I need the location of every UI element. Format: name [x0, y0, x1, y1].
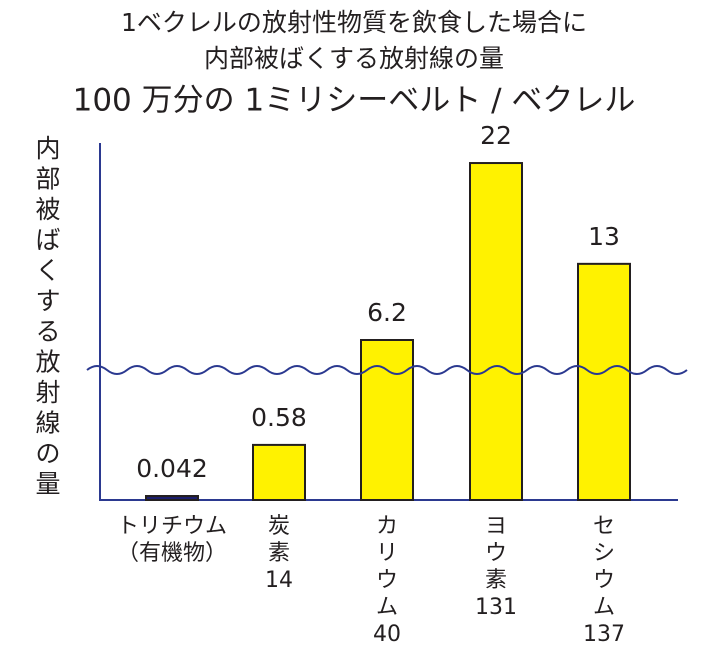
axis-break — [86, 365, 688, 375]
x-tick-label: トリチウム — [117, 514, 227, 539]
value-label: 6.2 — [367, 298, 407, 327]
x-tick-label: 137 — [583, 622, 625, 647]
bar — [145, 495, 199, 502]
x-tick-label: （有機物） — [117, 541, 227, 566]
y-axis-label: 内 — [35, 134, 60, 163]
value-label: 0.58 — [251, 403, 307, 432]
bar — [360, 339, 414, 501]
x-tick-label: リ — [376, 541, 398, 566]
x-tick-label: ウ — [593, 568, 615, 593]
chart-title: 100 万分の 1ミリシーベルト / ベクレル — [73, 83, 636, 119]
y-axis-label: の — [35, 439, 60, 468]
bar — [252, 443, 306, 501]
x-tick-label: 131 — [475, 595, 517, 620]
x-tick-label: ム — [593, 595, 615, 620]
x-tick-label: ム — [376, 595, 398, 620]
y-axis-label: く — [35, 256, 60, 285]
y-axis-label: 放 — [35, 348, 60, 377]
bar — [577, 262, 631, 501]
chart-title: 1ベクレルの放射性物質を飲食した場合に — [121, 8, 587, 37]
value-label: 0.042 — [136, 454, 208, 483]
x-tick-label: ウ — [485, 541, 507, 566]
y-axis-label: 射 — [35, 378, 60, 407]
y-axis-label: 被 — [35, 195, 60, 224]
y-axis-label: 線 — [35, 409, 60, 438]
x-tick-label: シ — [593, 541, 615, 566]
x-tick-label: 素 — [485, 568, 507, 593]
x-tick-label: 素 — [268, 541, 290, 566]
y-axis-label: す — [35, 287, 60, 316]
bar — [469, 162, 523, 501]
x-tick-label: カ — [376, 514, 398, 539]
x-tick-label: ヨ — [485, 514, 507, 539]
y-axis-label: 部 — [35, 165, 60, 194]
chart-title: 内部被ばくする放射線の量 — [204, 44, 504, 73]
value-label: 13 — [588, 222, 620, 251]
x-tick-label: 14 — [265, 568, 293, 593]
value-label: 22 — [480, 121, 512, 150]
x-tick-label: 炭 — [268, 514, 290, 539]
y-axis-label: ば — [35, 226, 60, 255]
y-axis-label: 量 — [35, 470, 60, 499]
x-tick-label: ウ — [376, 568, 398, 593]
x-tick-label: 40 — [373, 622, 401, 647]
y-axis-label: る — [35, 317, 60, 346]
x-tick-label: セ — [593, 514, 615, 539]
